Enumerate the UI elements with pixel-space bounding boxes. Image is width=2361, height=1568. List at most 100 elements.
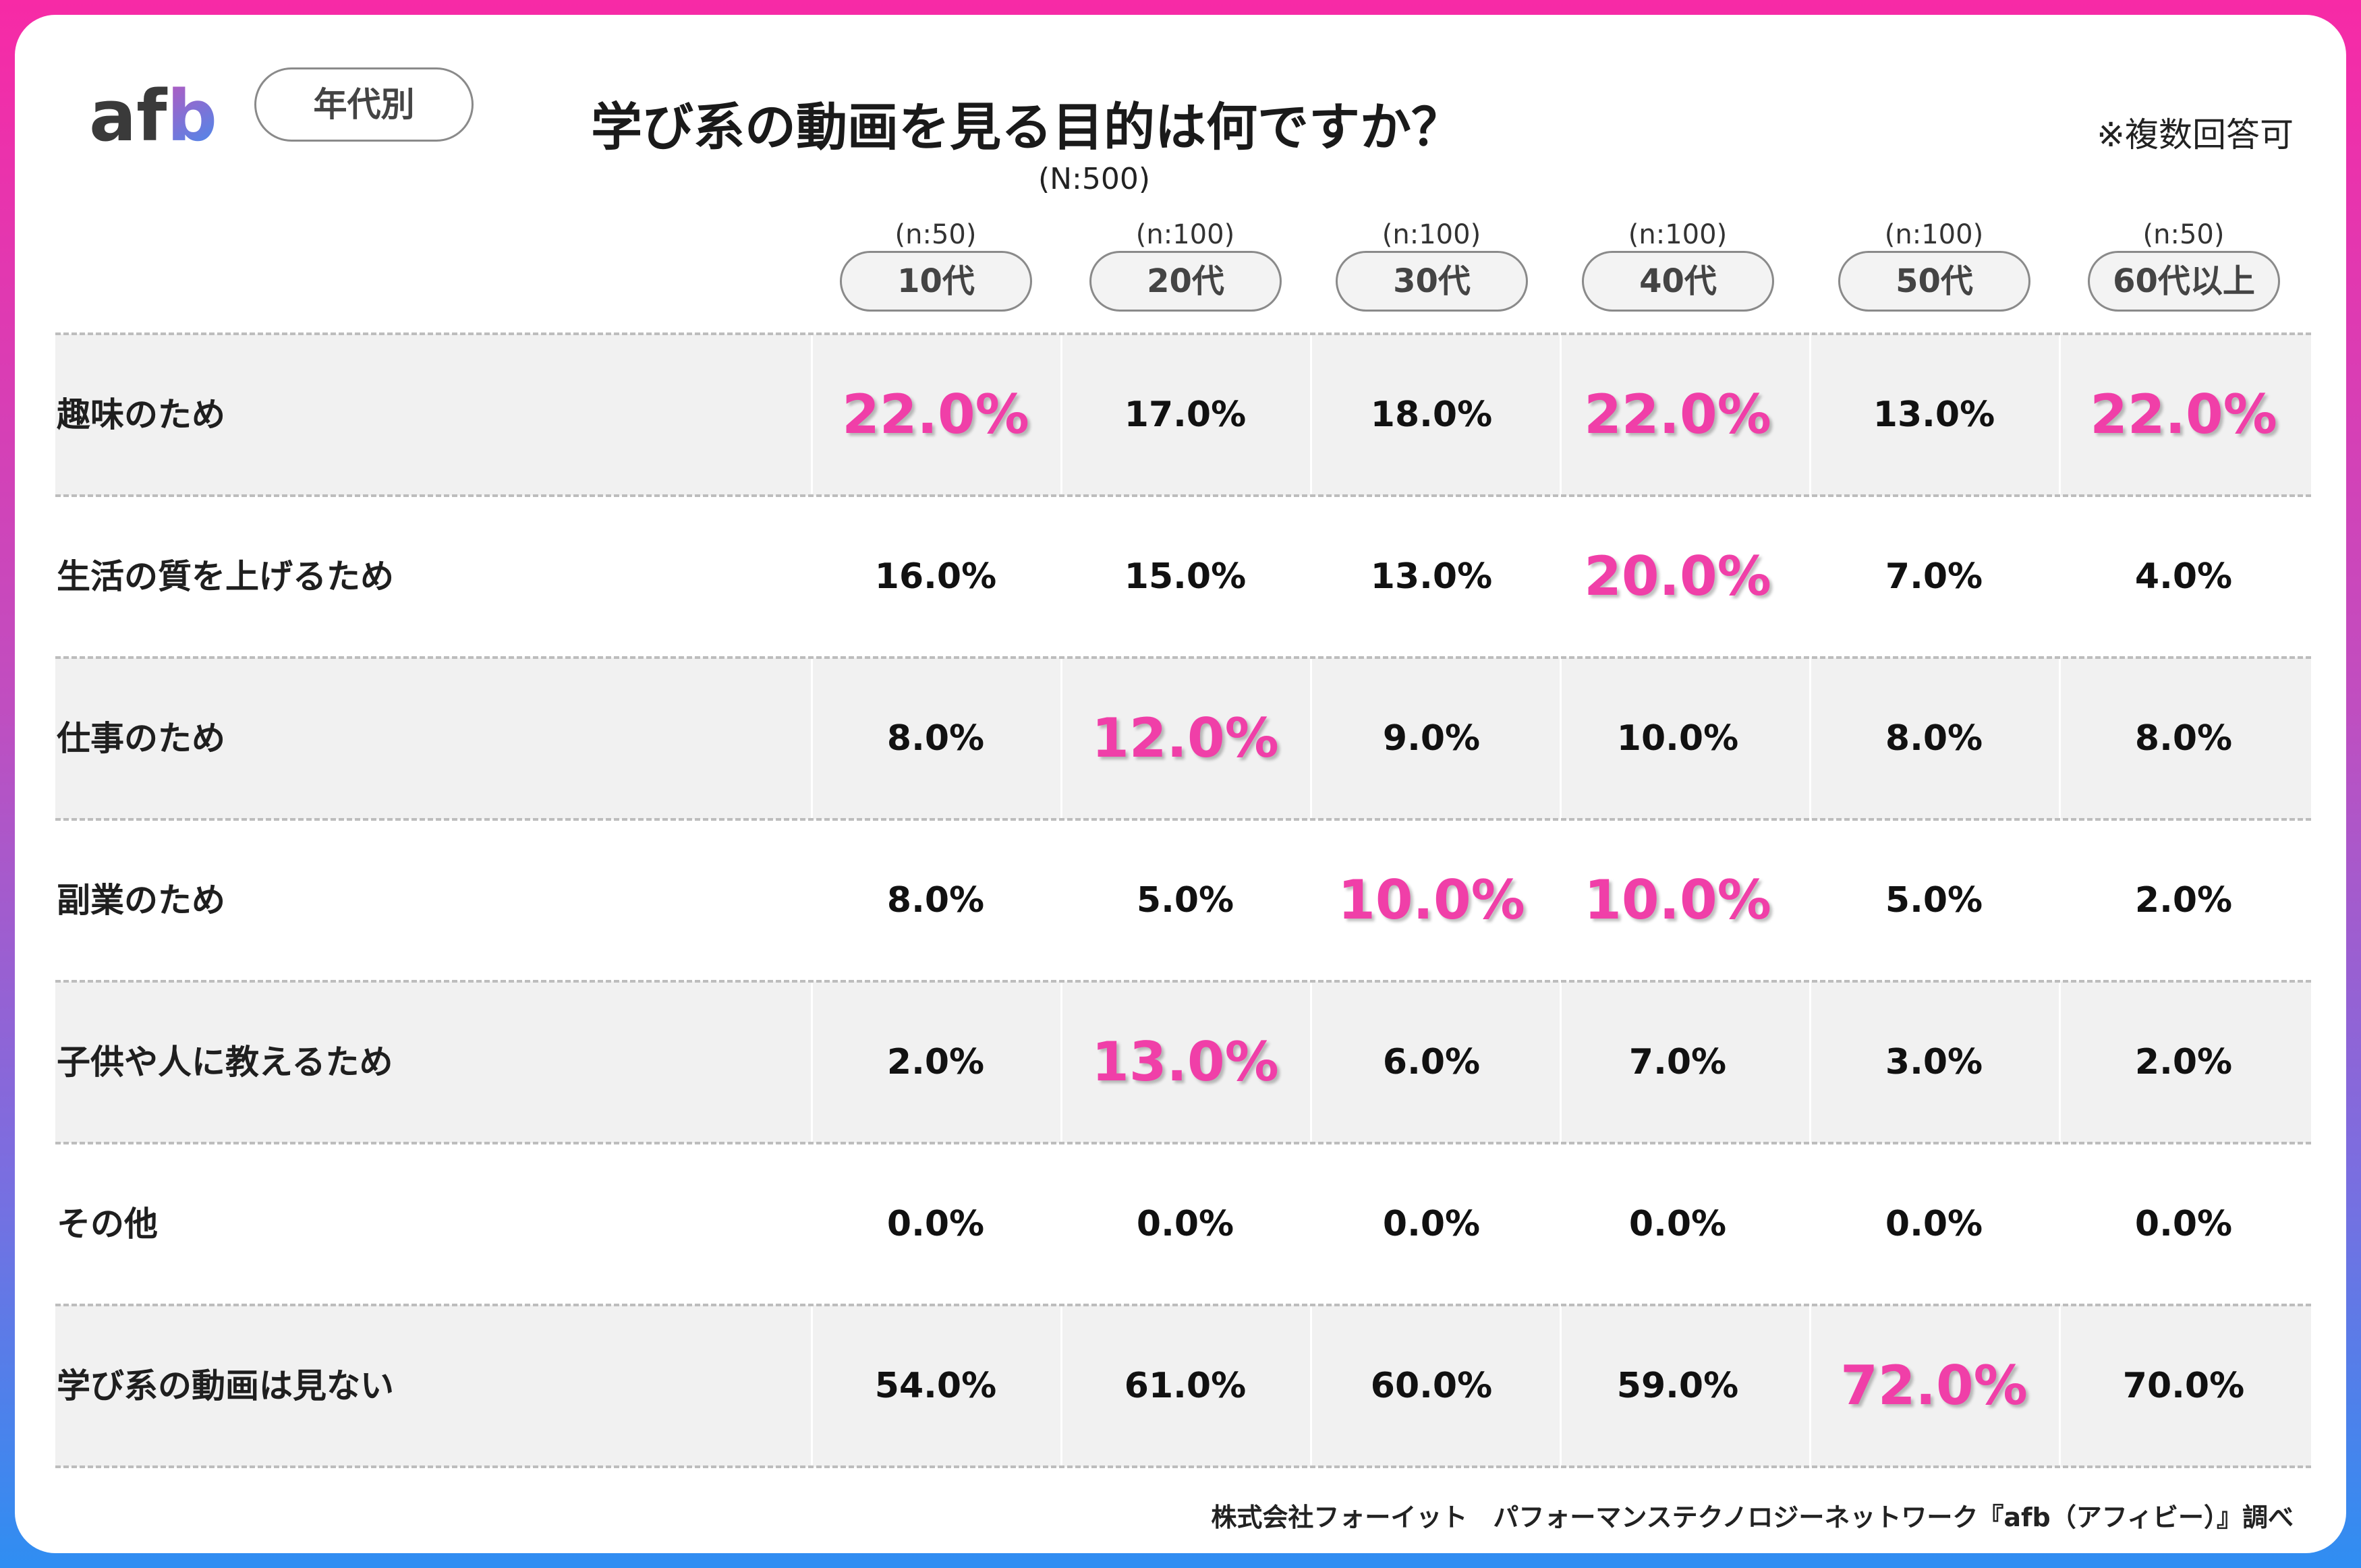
row-divider	[55, 656, 2311, 659]
value-cell: 0.0%	[2134, 1204, 2233, 1244]
value-cell: 8.0%	[886, 880, 985, 921]
value-cell: 0.0%	[1885, 1204, 1983, 1244]
cell-separator	[1560, 981, 1562, 1143]
value-cell: 6.0%	[1382, 1042, 1481, 1082]
row-divider	[55, 1142, 2311, 1144]
value-cell: 59.0%	[1616, 1366, 1739, 1406]
column-header-pill: 50代	[1838, 251, 2030, 312]
total-sample-size: (N:500)	[1037, 162, 1151, 196]
cell-separator	[1560, 658, 1562, 819]
logo-b: b	[167, 81, 217, 155]
column-header-pill: 20代	[1089, 251, 1282, 312]
cell-separator	[1809, 981, 1811, 1143]
row-label: その他	[57, 1204, 158, 1244]
value-cell: 3.0%	[1885, 1042, 1983, 1082]
value-cell: 60.0%	[1370, 1366, 1493, 1406]
afb-logo: afb	[89, 81, 217, 155]
column-sample-size: (n:100)	[1628, 219, 1728, 250]
column-header-pill: 40代	[1582, 251, 1774, 312]
column-sample-size: (n:100)	[1135, 219, 1235, 250]
value-cell: 8.0%	[2134, 718, 2233, 759]
value-cell: 16.0%	[874, 556, 997, 597]
column-sample-size: (n:50)	[2142, 219, 2225, 250]
value-cell: 61.0%	[1124, 1366, 1247, 1406]
cell-separator	[811, 981, 813, 1143]
cell-separator	[1060, 1305, 1062, 1467]
table-row	[55, 658, 2311, 819]
cell-separator	[1310, 334, 1312, 496]
cell-separator	[2059, 981, 2061, 1143]
row-label: 子供や人に教えるため	[57, 1043, 393, 1082]
highlighted-value-cell: 72.0%	[1840, 1354, 2028, 1417]
column-sample-size: (n:50)	[894, 219, 977, 250]
highlighted-value-cell: 12.0%	[1091, 707, 1279, 770]
cell-separator	[1060, 658, 1062, 819]
value-cell: 18.0%	[1370, 395, 1493, 435]
cell-separator	[1560, 1305, 1562, 1467]
row-label: 生活の質を上げるため	[57, 557, 394, 596]
row-label: 仕事のため	[57, 719, 225, 758]
cell-separator	[1310, 1305, 1312, 1467]
value-cell: 9.0%	[1382, 718, 1481, 759]
cell-separator	[1560, 334, 1562, 496]
column-header-pill: 60代以上	[2088, 251, 2280, 312]
column-header-pill: 10代	[840, 251, 1032, 312]
row-divider	[55, 1304, 2311, 1306]
source-footer: 株式会社フォーイット パフォーマンステクノロジーネットワーク『afb（アフィビー…	[1211, 1503, 2294, 1532]
value-cell: 15.0%	[1124, 556, 1247, 597]
logo-af: af	[89, 81, 168, 155]
value-cell: 2.0%	[886, 1042, 985, 1082]
value-cell: 13.0%	[1370, 556, 1493, 597]
cell-separator	[1310, 981, 1312, 1143]
row-label: 趣味のため	[57, 395, 225, 434]
highlighted-value-cell: 10.0%	[1584, 869, 1771, 931]
cell-separator	[1060, 981, 1062, 1143]
cell-separator	[1809, 1305, 1811, 1467]
highlighted-value-cell: 22.0%	[842, 383, 1029, 446]
value-cell: 7.0%	[1885, 556, 1983, 597]
value-cell: 2.0%	[2134, 1042, 2233, 1082]
value-cell: 10.0%	[1616, 718, 1739, 759]
column-sample-size: (n:100)	[1884, 219, 1984, 250]
value-cell: 2.0%	[2134, 880, 2233, 921]
cell-separator	[811, 334, 813, 496]
row-label: 副業のため	[57, 881, 225, 920]
cell-separator	[811, 658, 813, 819]
cell-separator	[1809, 334, 1811, 496]
value-cell: 54.0%	[874, 1366, 997, 1406]
value-cell: 0.0%	[1628, 1204, 1727, 1244]
row-divider	[55, 818, 2311, 821]
column-sample-size: (n:100)	[1382, 219, 1481, 250]
value-cell: 70.0%	[2122, 1366, 2245, 1406]
highlighted-value-cell: 13.0%	[1091, 1030, 1279, 1093]
category-pill: 年代別	[254, 67, 474, 142]
highlighted-value-cell: 22.0%	[1584, 383, 1771, 446]
svg-text:afb: afb	[89, 81, 217, 155]
cell-separator	[2059, 658, 2061, 819]
row-divider	[55, 1465, 2311, 1468]
value-cell: 0.0%	[1136, 1204, 1234, 1244]
value-cell: 0.0%	[1382, 1204, 1481, 1244]
survey-card: afb 年代別 学び系の動画を見る目的は何ですか？ (N:500) ※複数回答可…	[15, 15, 2346, 1553]
row-divider	[55, 494, 2311, 497]
table-row	[55, 334, 2311, 496]
cell-separator	[1809, 658, 1811, 819]
value-cell: 8.0%	[1885, 718, 1983, 759]
table-row	[55, 1305, 2311, 1467]
cell-separator	[811, 1305, 813, 1467]
value-cell: 7.0%	[1628, 1042, 1727, 1082]
cell-separator	[2059, 1305, 2061, 1467]
multiple-answer-note: ※複数回答可	[2097, 115, 2294, 154]
column-header-pill: 30代	[1336, 251, 1528, 312]
highlighted-value-cell: 10.0%	[1338, 869, 1525, 931]
row-label: 学び系の動画は見ない	[57, 1366, 394, 1405]
cell-separator	[1060, 334, 1062, 496]
value-cell: 17.0%	[1124, 395, 1247, 435]
value-cell: 4.0%	[2134, 556, 2233, 597]
value-cell: 8.0%	[886, 718, 985, 759]
chart-title: 学び系の動画を見る目的は何ですか？	[591, 97, 1462, 157]
value-cell: 0.0%	[886, 1204, 985, 1244]
row-divider	[55, 980, 2311, 983]
value-cell: 5.0%	[1136, 880, 1234, 921]
cell-separator	[1310, 658, 1312, 819]
